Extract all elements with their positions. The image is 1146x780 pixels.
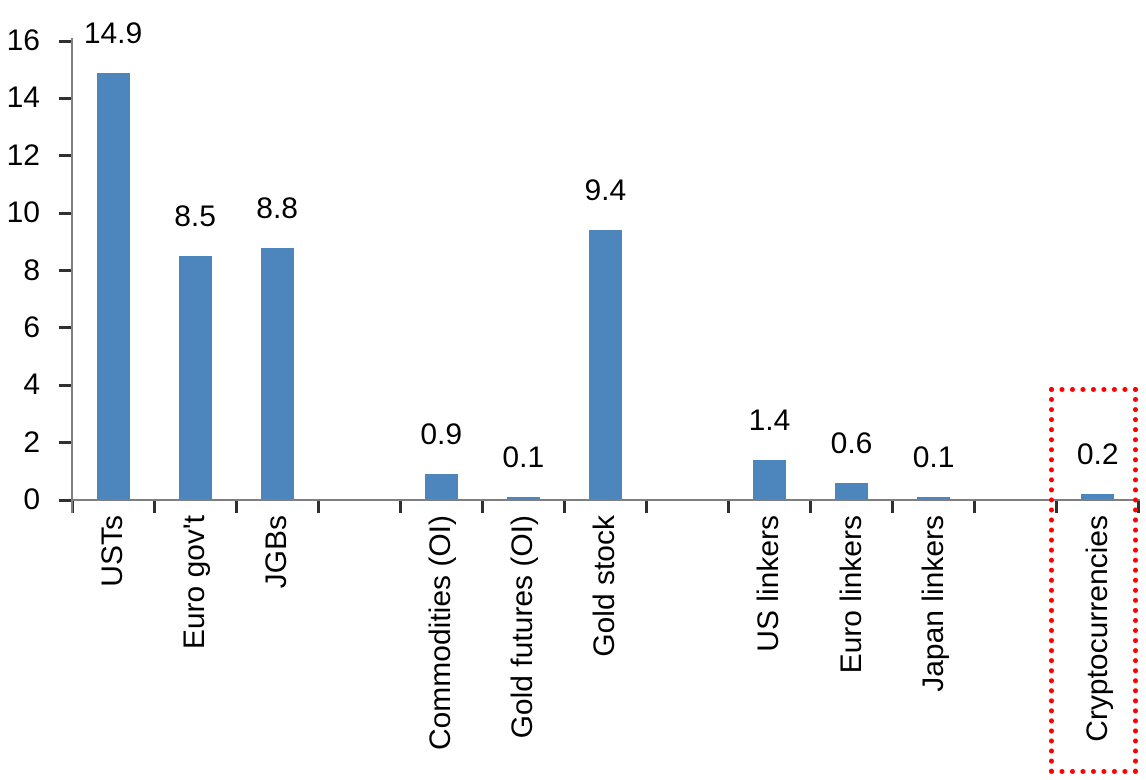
bar-value-label-japan-linkers: 0.1 [912, 441, 955, 475]
y-axis-tick [59, 383, 72, 387]
bar-value-label-cryptocurrencies: 0.2 [1076, 438, 1119, 472]
x-axis-label-euro-gov-t: Euro gov't [178, 515, 212, 650]
y-axis-tick [59, 498, 72, 502]
bar-value-label-euro-gov-t: 8.5 [174, 200, 216, 234]
x-axis-tick [562, 500, 566, 513]
x-axis-label-gold-stock: Gold stock [588, 515, 622, 657]
y-axis-tick [59, 96, 72, 100]
x-axis-tick [644, 500, 648, 513]
bar-value-label-jgbs: 8.8 [256, 191, 298, 225]
y-axis-tick [59, 154, 72, 158]
x-axis-tick [726, 500, 730, 513]
highlight-box [1048, 387, 1138, 774]
y-axis-tick-label: 6 [23, 310, 40, 344]
x-axis-label-us-linkers: US linkers [752, 515, 786, 652]
bar-jgbs [260, 247, 294, 500]
bar-value-label-euro-linkers: 0.6 [830, 426, 873, 460]
x-axis-tick [973, 500, 977, 513]
x-axis-tick [398, 500, 402, 513]
x-axis-line [71, 499, 1140, 501]
x-axis-tick [316, 500, 320, 513]
bar-euro-linkers [835, 482, 868, 500]
x-axis-tick [891, 500, 895, 513]
y-axis-tick [59, 441, 72, 445]
bar-us-linkers [752, 459, 786, 500]
x-axis-tick [234, 500, 238, 513]
x-axis-label-usts: USTs [96, 515, 130, 587]
y-axis-tick-label: 12 [6, 138, 40, 172]
x-axis-tick [152, 500, 156, 513]
y-axis-tick-label: 16 [6, 24, 40, 57]
y-axis-line [71, 38, 73, 513]
x-axis-label-jgbs: JGBs [260, 515, 294, 589]
bar-cryptocurrencies [1081, 494, 1115, 500]
bar-euro-gov-t [178, 256, 212, 500]
y-axis-tick-label: 8 [23, 253, 40, 287]
bar-gold-stock [588, 230, 622, 500]
bar-gold-futures-oi [506, 497, 540, 500]
bar-japan-linkers [917, 497, 951, 500]
x-axis-tick [1137, 500, 1141, 513]
bar-value-label-us-linkers: 1.4 [748, 403, 791, 437]
bar-commodities-oi [424, 474, 458, 500]
x-axis-label-euro-linkers: Euro linkers [834, 515, 868, 674]
x-axis-tick [808, 500, 812, 513]
bar-value-label-gold-futures-oi: 0.1 [502, 441, 545, 475]
y-axis-tick [59, 326, 72, 330]
y-axis-tick-label: 0 [23, 483, 40, 516]
y-axis-tick-label: 2 [23, 425, 40, 459]
y-axis-tick [59, 269, 72, 272]
y-axis-tick-label: 4 [23, 368, 40, 402]
x-axis-tick [480, 500, 484, 513]
y-axis-tick-label: 14 [6, 81, 40, 115]
x-axis-label-commodities-oi: Commodities (OI) [424, 515, 458, 751]
bar-value-label-commodities-oi: 0.9 [420, 418, 463, 452]
bar-value-label-usts: 14.9 [83, 16, 143, 50]
x-axis-label-japan-linkers: Japan linkers [916, 515, 950, 692]
y-axis-tick [59, 39, 72, 43]
x-axis-label-gold-futures-oi: Gold futures (OI) [506, 515, 540, 739]
x-axis-tick [1055, 500, 1059, 513]
bar-usts [96, 72, 130, 500]
bar-value-label-gold-stock: 9.4 [584, 174, 627, 208]
y-axis-tick-label: 10 [6, 196, 40, 230]
y-axis-tick [59, 211, 72, 215]
